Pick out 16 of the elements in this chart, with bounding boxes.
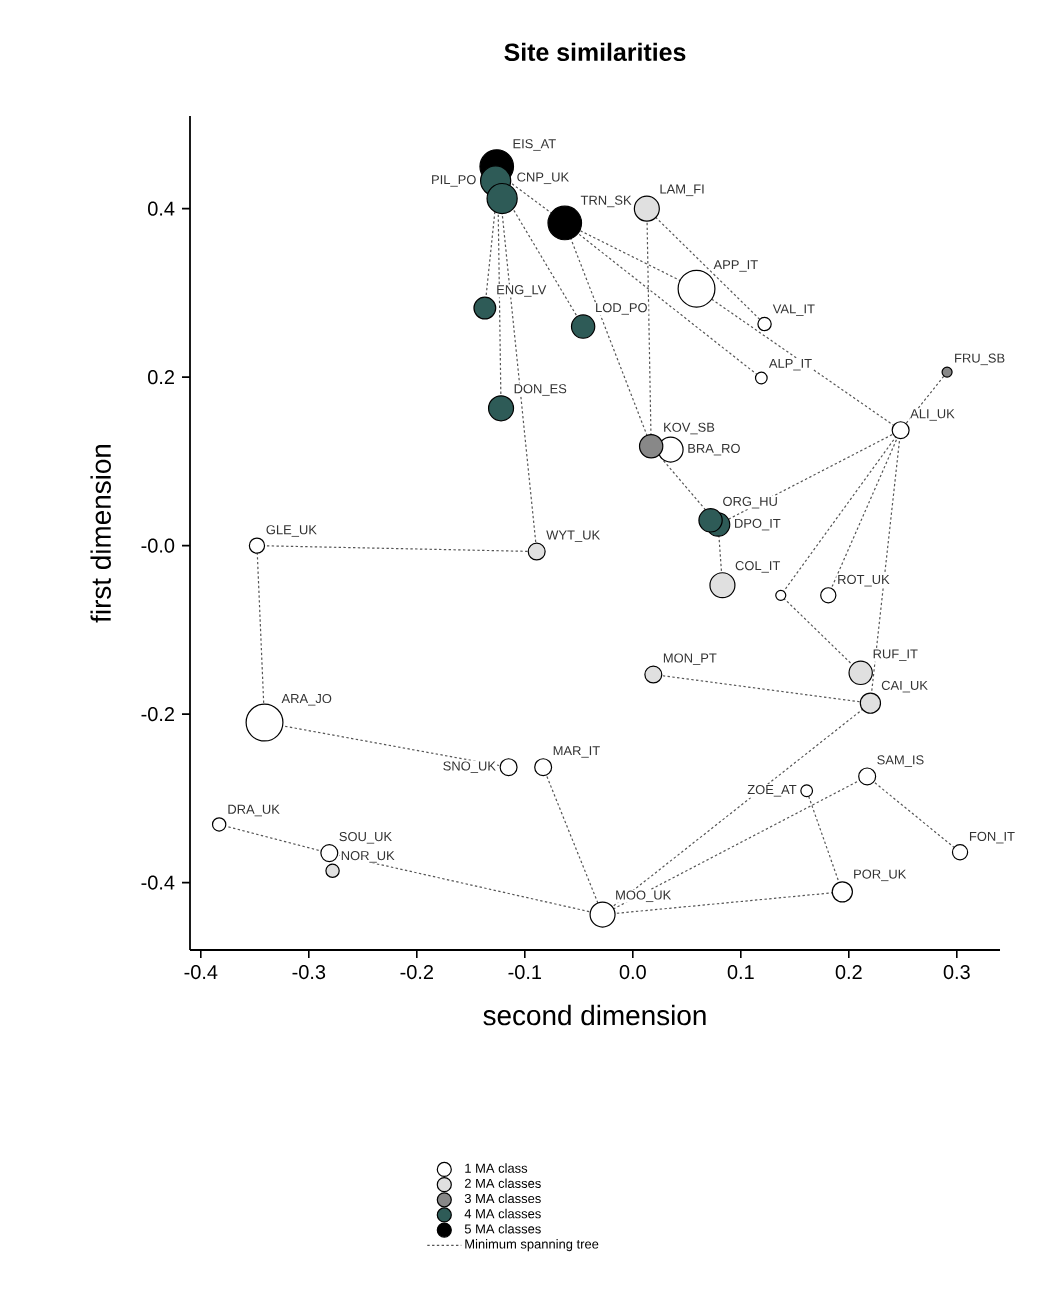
y-tick-label: -0.0 bbox=[141, 538, 175, 553]
y-tick-label: 0.4 bbox=[148, 201, 175, 216]
x-tick-label: -0.4 bbox=[184, 965, 218, 980]
y-tick-label: 0.2 bbox=[148, 370, 174, 385]
x-tick-label: 0.0 bbox=[619, 965, 646, 980]
y-axis-title: first dimension bbox=[90, 444, 111, 623]
x-tick-label: -0.2 bbox=[400, 965, 433, 980]
x-tick-label: -0.3 bbox=[292, 965, 326, 980]
y-tick-label: -0.2 bbox=[141, 707, 174, 722]
chart-title: Site similarities bbox=[504, 42, 686, 61]
x-tick-label: 0.3 bbox=[943, 965, 970, 980]
x-tick-label: -0.1 bbox=[508, 965, 542, 980]
x-tick-label: 0.1 bbox=[727, 965, 754, 980]
x-tick-label: 0.2 bbox=[835, 965, 862, 980]
y-tick-label: -0.4 bbox=[141, 875, 175, 890]
x-axis-title: second dimension bbox=[483, 1004, 706, 1026]
